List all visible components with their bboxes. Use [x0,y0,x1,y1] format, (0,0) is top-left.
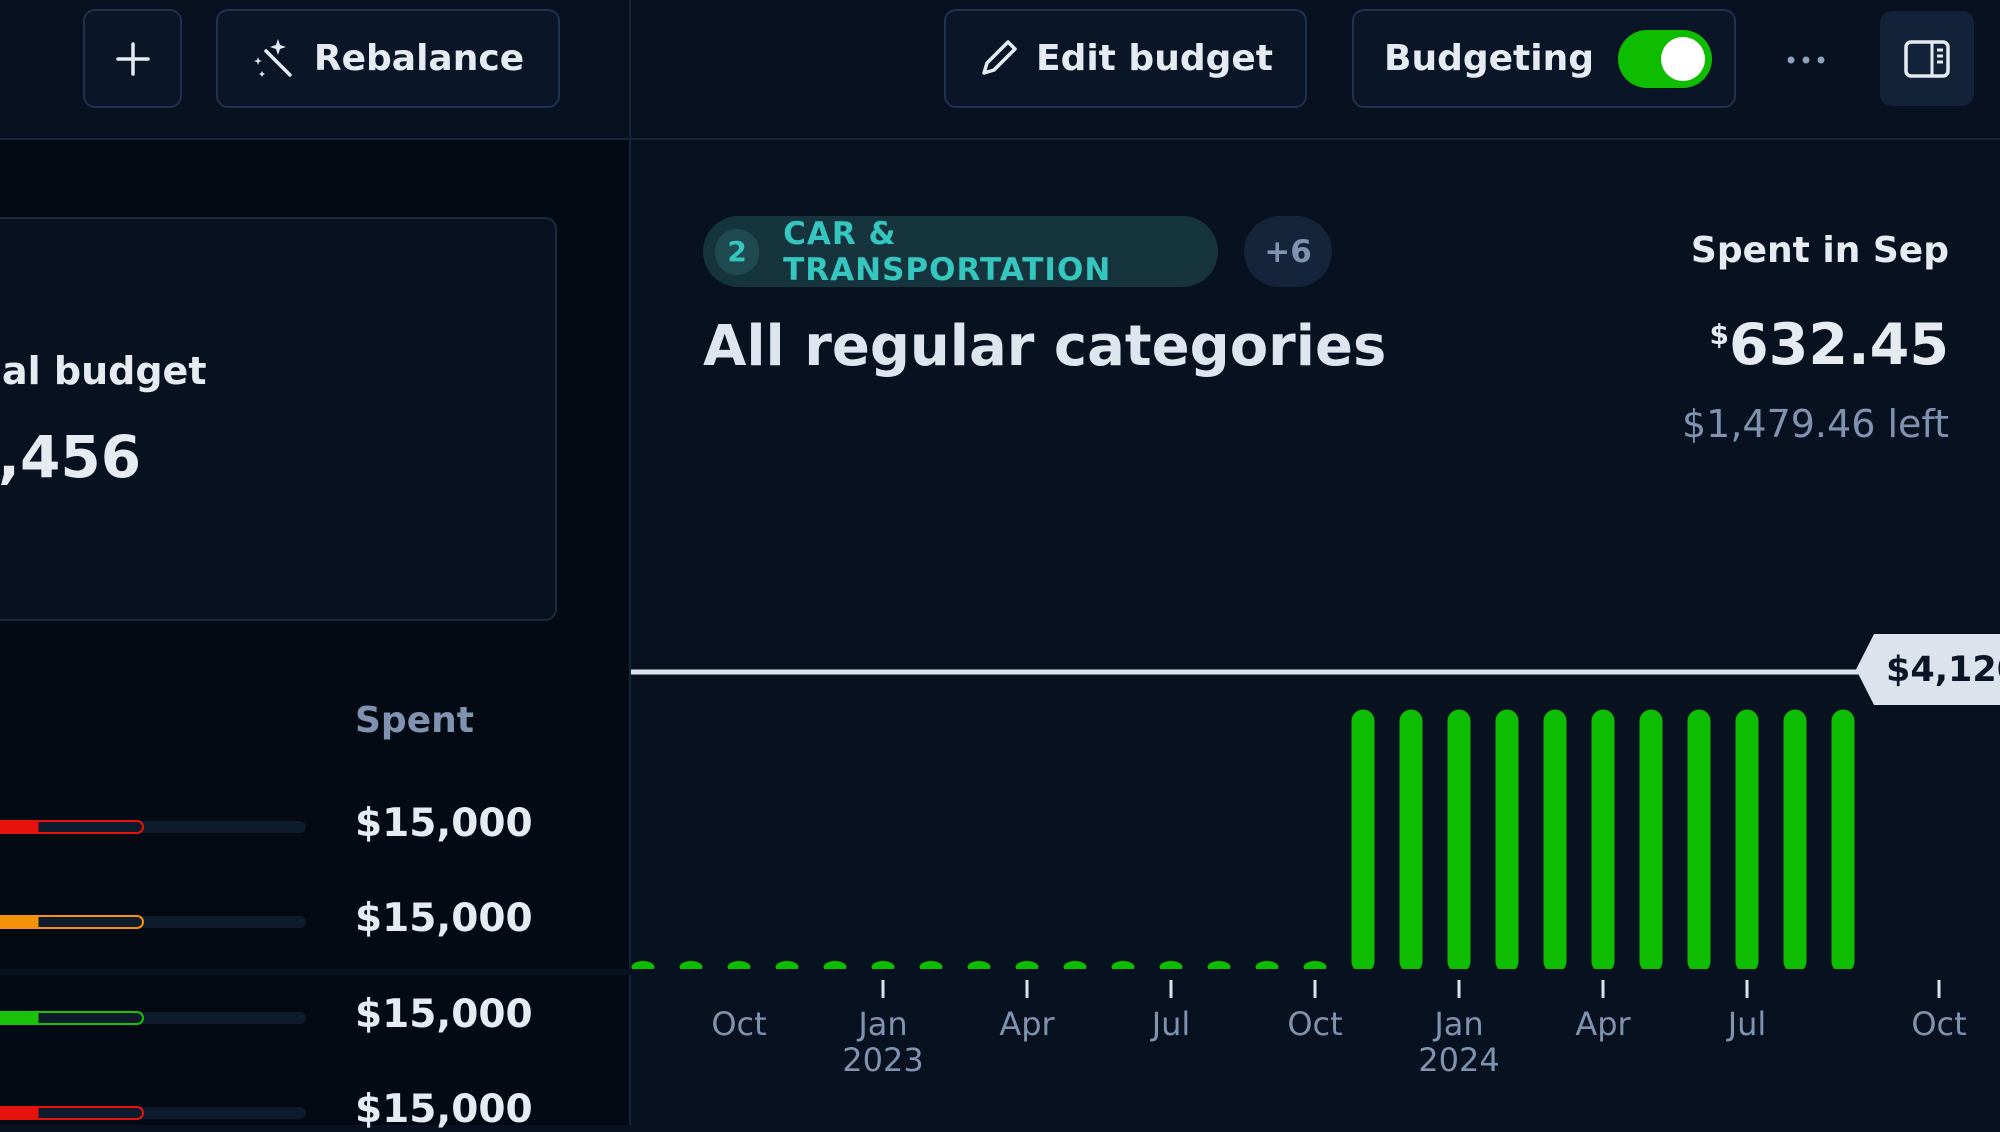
x-tick-label: Jan [1432,1005,1483,1043]
card-value: ,456 [0,423,142,491]
bar-mar-2024[interactable] [1543,709,1567,973]
bar-feb-2024[interactable] [1495,709,1519,973]
add-button[interactable] [83,9,182,108]
remaining-amount: $1,479.46 left [1681,402,1949,446]
total-budget-card: al budget ,456 [0,217,557,621]
bar-nov-2023[interactable] [1351,709,1375,973]
x-tick-year: 2024 [1418,1041,1499,1079]
toggle-knob [1660,36,1705,81]
x-tick-label: Oct [711,1005,766,1043]
budgeting-toggle-group: Budgeting [1352,9,1736,108]
category-chip[interactable]: 2 CAR & TRANSPORTATION [703,215,1218,288]
bar-jul-2024[interactable] [1735,709,1759,973]
progress-bar [0,915,306,929]
bar-dec-2023[interactable] [1399,709,1423,973]
progress-fill [0,915,144,929]
chip-label: CAR & TRANSPORTATION [783,215,1112,288]
x-tick-label: Jul [1726,1005,1767,1043]
spent-amount: $15,000 [355,992,533,1037]
edit-budget-button[interactable]: Edit budget [944,9,1307,108]
x-tick-label: Oct [1287,1005,1342,1043]
more-button[interactable] [1782,40,1830,80]
x-tick-label: Jul [1150,1005,1191,1043]
magic-wand-icon [253,38,292,77]
currency-symbol: $ [1709,318,1730,351]
progress-bar [0,1106,306,1120]
spent-amount: $632.45 [1710,312,1949,378]
spent-amount: $15,000 [355,801,533,846]
more-categories-chip[interactable]: +6 [1244,216,1332,287]
progress-fill [0,820,144,834]
progress-fill [0,1011,144,1025]
x-tick-label: Jan [856,1005,907,1043]
progress-fill [0,1106,144,1120]
spent-amount: $15,000 [355,896,533,941]
bar-jun-2024[interactable] [1687,709,1711,973]
edit-budget-label: Edit budget [1035,38,1273,79]
x-tick-label: Oct [1911,1005,1966,1043]
ellipsis-icon [1787,56,1825,64]
chip-count: 2 [715,228,760,275]
x-tick-year: 2023 [842,1041,923,1079]
bar-aug-2024[interactable] [1783,709,1807,973]
bar-sep-2024[interactable] [1831,709,1855,973]
page-title: All regular categories [703,314,1387,379]
rebalance-button[interactable]: Rebalance [216,9,560,108]
spent-label: Spent in Sep [1690,230,1949,271]
sidebar-panel-icon [1904,39,1950,78]
bar-jan-2024[interactable] [1447,709,1471,973]
spent-column-header: Spent [355,700,474,741]
pencil-icon [982,39,1017,75]
budgeting-toggle[interactable] [1617,29,1712,88]
card-label: al budget [2,349,207,393]
plus-icon [115,41,150,76]
divider [629,0,631,1125]
x-tick-label: Apr [1575,1005,1631,1043]
bar-may-2024[interactable] [1639,709,1663,973]
budget-line-label: $4,120 [1856,634,2000,705]
spent-value: 632.45 [1729,312,1949,378]
bar-apr-2024[interactable] [1591,709,1615,973]
progress-bar [0,820,306,834]
budgeting-label: Budgeting [1384,38,1594,79]
rebalance-label: Rebalance [313,38,525,79]
x-tick-label: Apr [999,1005,1055,1043]
toggle-panel-button[interactable] [1880,11,1974,106]
progress-bar [0,1011,306,1025]
